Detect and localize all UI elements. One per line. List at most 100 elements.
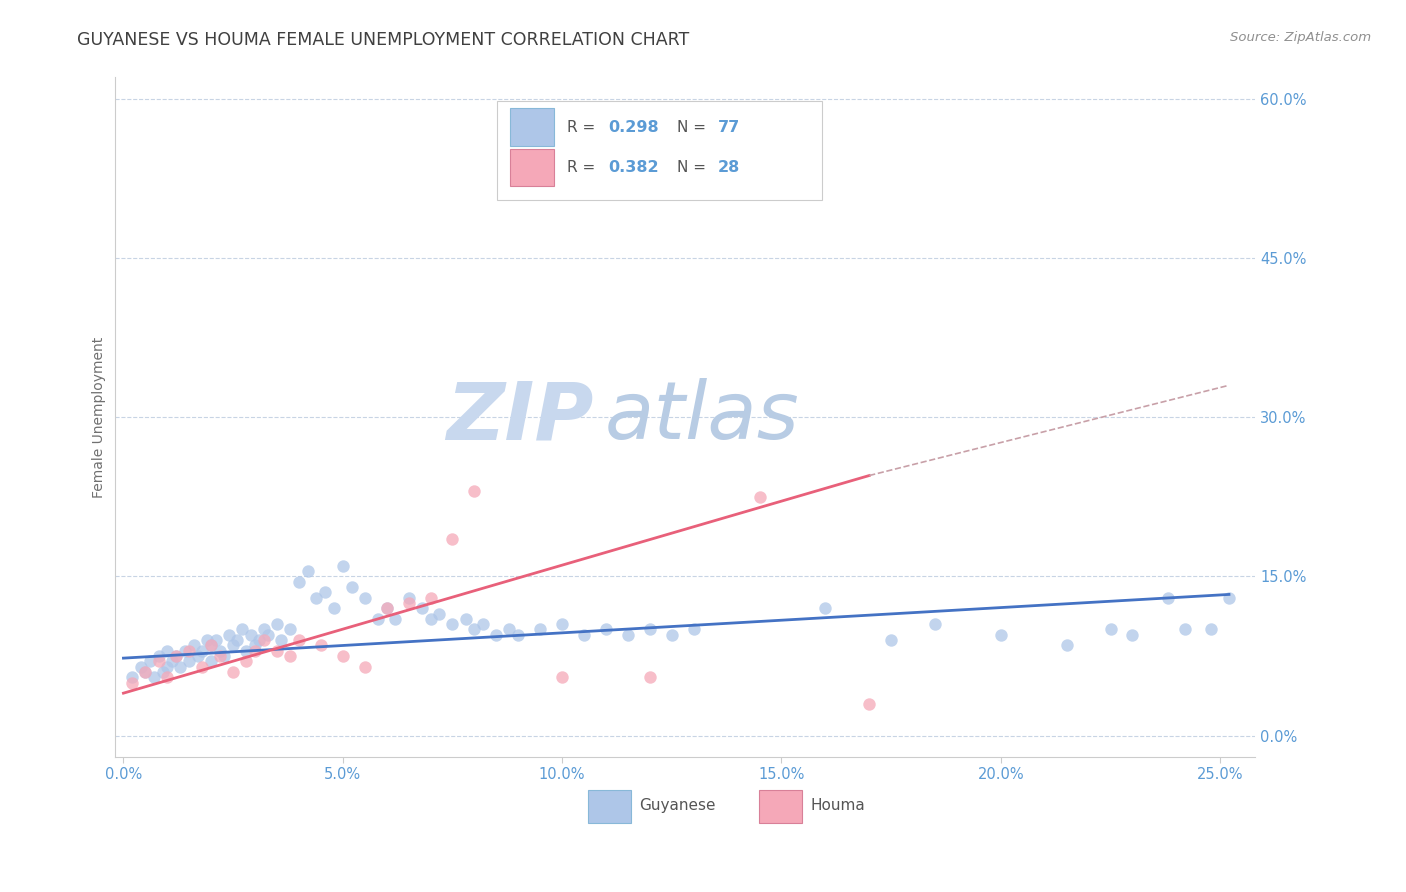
- Point: [427, 607, 450, 621]
- Point: [165, 648, 187, 663]
- Point: [239, 628, 262, 642]
- Point: [200, 639, 222, 653]
- FancyBboxPatch shape: [759, 790, 803, 822]
- Point: [235, 654, 257, 668]
- Point: [398, 596, 420, 610]
- Point: [384, 612, 406, 626]
- Point: [411, 601, 433, 615]
- Text: 0.298: 0.298: [609, 120, 659, 135]
- Point: [121, 670, 143, 684]
- Point: [814, 601, 837, 615]
- Point: [226, 633, 249, 648]
- Text: N =: N =: [676, 120, 711, 135]
- Point: [1056, 639, 1078, 653]
- Point: [218, 628, 240, 642]
- Point: [551, 617, 574, 632]
- Point: [472, 617, 495, 632]
- Point: [508, 628, 530, 642]
- Point: [200, 639, 222, 653]
- Point: [179, 643, 201, 657]
- Point: [191, 659, 214, 673]
- Point: [195, 633, 218, 648]
- Point: [924, 617, 946, 632]
- Point: [638, 623, 661, 637]
- Point: [253, 623, 276, 637]
- Text: 28: 28: [718, 161, 741, 176]
- Point: [572, 628, 595, 642]
- Point: [160, 654, 183, 668]
- Y-axis label: Female Unemployment: Female Unemployment: [93, 336, 107, 498]
- Text: Guyanese: Guyanese: [640, 798, 716, 814]
- Point: [208, 643, 231, 657]
- Point: [200, 654, 222, 668]
- Point: [169, 659, 191, 673]
- Point: [1218, 591, 1240, 605]
- Point: [152, 665, 174, 679]
- FancyBboxPatch shape: [510, 108, 554, 145]
- FancyBboxPatch shape: [510, 149, 554, 186]
- Text: R =: R =: [568, 120, 600, 135]
- Point: [253, 633, 276, 648]
- Point: [454, 612, 477, 626]
- Point: [191, 643, 214, 657]
- Text: Houma: Houma: [810, 798, 865, 814]
- Point: [748, 490, 770, 504]
- Point: [231, 623, 253, 637]
- Point: [148, 654, 170, 668]
- Point: [682, 623, 704, 637]
- Point: [143, 670, 166, 684]
- Point: [323, 601, 346, 615]
- Point: [165, 648, 187, 663]
- Point: [249, 633, 271, 648]
- Point: [214, 648, 236, 663]
- Point: [1156, 591, 1178, 605]
- Point: [121, 675, 143, 690]
- Point: [156, 643, 179, 657]
- Point: [419, 591, 441, 605]
- FancyBboxPatch shape: [588, 790, 631, 822]
- Point: [257, 628, 280, 642]
- Point: [148, 648, 170, 663]
- Point: [266, 643, 288, 657]
- Point: [134, 665, 156, 679]
- Point: [266, 617, 288, 632]
- Point: [235, 643, 257, 657]
- Point: [1121, 628, 1143, 642]
- Point: [617, 628, 640, 642]
- Point: [858, 697, 880, 711]
- Point: [314, 585, 336, 599]
- Point: [375, 601, 398, 615]
- Point: [129, 659, 152, 673]
- Point: [173, 643, 195, 657]
- FancyBboxPatch shape: [496, 101, 823, 200]
- Point: [156, 659, 179, 673]
- Point: [208, 648, 231, 663]
- Point: [661, 628, 683, 642]
- Point: [398, 591, 420, 605]
- Point: [880, 633, 903, 648]
- Point: [551, 670, 574, 684]
- Point: [243, 643, 266, 657]
- Point: [288, 633, 311, 648]
- Point: [1201, 623, 1223, 637]
- Point: [222, 639, 245, 653]
- Text: ZIP: ZIP: [446, 378, 593, 456]
- Point: [183, 639, 205, 653]
- Point: [187, 648, 209, 663]
- Point: [222, 665, 245, 679]
- Text: 0.382: 0.382: [609, 161, 659, 176]
- Point: [278, 648, 301, 663]
- Point: [270, 633, 292, 648]
- Text: R =: R =: [568, 161, 600, 176]
- Text: N =: N =: [676, 161, 711, 176]
- Point: [288, 574, 311, 589]
- Point: [367, 612, 389, 626]
- Point: [305, 591, 328, 605]
- Point: [1099, 623, 1122, 637]
- Point: [309, 639, 332, 653]
- Point: [204, 633, 226, 648]
- Point: [139, 654, 162, 668]
- Text: atlas: atlas: [605, 378, 800, 456]
- Point: [990, 628, 1012, 642]
- Point: [463, 484, 485, 499]
